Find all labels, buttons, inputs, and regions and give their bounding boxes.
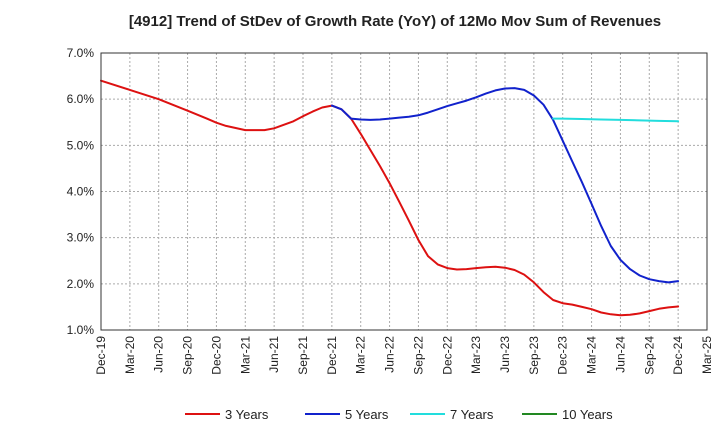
x-tick-label: Jun-24 <box>613 336 627 373</box>
x-tick-label: Sep-22 <box>411 336 425 375</box>
series-line-5-years <box>330 87 680 284</box>
y-tick-label: 5.0% <box>67 138 95 152</box>
legend: 3 Years 5 Years 7 Years 10 Years <box>185 407 613 422</box>
legend-label-3-years: 3 Years <box>225 407 269 422</box>
x-tick-label: Jun-22 <box>383 336 397 373</box>
x-tick-label: Mar-23 <box>469 336 483 374</box>
y-tick-label: 4.0% <box>67 185 95 199</box>
x-tick-label: Dec-21 <box>325 336 339 375</box>
legend-label-5-years: 5 Years <box>345 407 389 422</box>
plot-frame <box>100 52 708 331</box>
x-tick-label: Mar-21 <box>238 336 252 374</box>
x-tick-label: Dec-24 <box>671 336 685 375</box>
x-tick-label: Dec-23 <box>556 336 570 375</box>
x-tick-label: Mar-25 <box>700 336 714 374</box>
x-tick-label: Jun-23 <box>498 336 512 373</box>
y-tick-label: 3.0% <box>67 231 95 245</box>
x-tick-label: Dec-19 <box>94 336 108 375</box>
x-tick-label: Sep-23 <box>527 336 541 375</box>
x-tick-label: Jun-21 <box>267 336 281 373</box>
x-tick-label: Dec-22 <box>440 336 454 375</box>
x-tick-label: Jun-20 <box>152 336 166 373</box>
series-layer <box>100 79 680 317</box>
x-tick-label: Dec-20 <box>209 336 223 375</box>
y-tick-label: 1.0% <box>67 323 95 337</box>
y-tick-label: 2.0% <box>67 277 95 291</box>
series-line-3-years <box>100 79 680 317</box>
grid <box>100 52 708 331</box>
x-tick-label: Sep-24 <box>642 336 656 375</box>
x-tick-label: Mar-24 <box>585 336 599 374</box>
series-line-7-years <box>552 117 680 123</box>
y-axis: 1.0% 2.0% 3.0% 4.0% 5.0% 6.0% 7.0% <box>67 46 95 337</box>
x-axis: Dec-19 Mar-20 Jun-20 Sep-20 Dec-20 Mar-21 Jun-… <box>94 336 714 375</box>
x-tick-label: Mar-20 <box>123 336 137 374</box>
x-tick-label: Sep-20 <box>181 336 195 375</box>
legend-label-7-years: 7 Years <box>450 407 494 422</box>
y-tick-label: 6.0% <box>67 92 95 106</box>
y-tick-label: 7.0% <box>67 46 95 60</box>
chart-title: [4912] Trend of StDev of Growth Rate (Yo… <box>129 13 661 30</box>
legend-label-10-years: 10 Years <box>562 407 613 422</box>
x-tick-label: Sep-21 <box>296 336 310 375</box>
x-tick-label: Mar-22 <box>354 336 368 374</box>
